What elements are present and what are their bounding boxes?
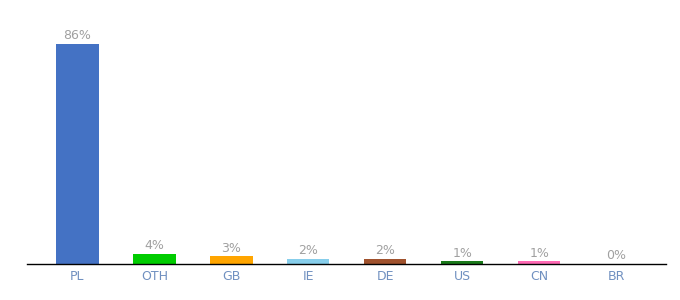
Bar bbox=[364, 259, 407, 264]
Text: 1%: 1% bbox=[452, 247, 472, 260]
Text: 2%: 2% bbox=[299, 244, 318, 257]
Text: 2%: 2% bbox=[375, 244, 395, 257]
Text: 4%: 4% bbox=[144, 239, 165, 252]
Bar bbox=[287, 259, 330, 264]
Bar bbox=[56, 44, 99, 264]
Bar bbox=[518, 261, 560, 264]
Text: 86%: 86% bbox=[63, 29, 91, 42]
Bar bbox=[133, 254, 175, 264]
Text: 0%: 0% bbox=[606, 249, 626, 262]
Bar bbox=[441, 261, 483, 264]
Text: 3%: 3% bbox=[222, 242, 241, 254]
Bar bbox=[210, 256, 252, 264]
Text: 1%: 1% bbox=[529, 247, 549, 260]
